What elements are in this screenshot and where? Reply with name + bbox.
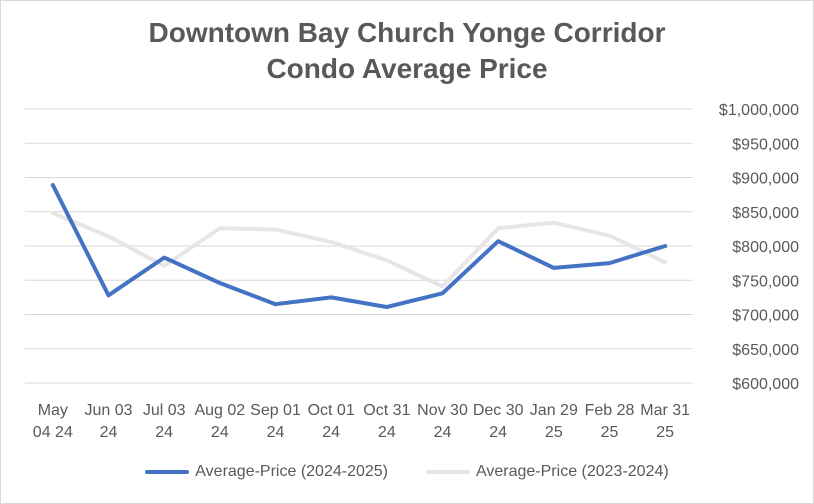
x-tick-label-line: Feb 28	[585, 402, 635, 419]
x-tick-label-line: 24	[155, 424, 173, 441]
x-tick-label-line: Jul 03	[143, 402, 186, 419]
y-tick-label: $850,000	[732, 205, 799, 222]
legend-label-2024-2025: Average-Price (2024-2025)	[195, 463, 388, 480]
y-tick-label: $950,000	[732, 136, 799, 153]
x-tick-label: Dec 30 24	[473, 402, 524, 441]
x-tick-label: Mar 31 25	[640, 402, 690, 441]
legend-item-2024-2025: Average-Price (2024-2025)	[145, 463, 388, 481]
x-tick-label-line: Jan 29	[530, 402, 578, 419]
chart-title-line-1: Downtown Bay Church Yonge Corridor	[148, 17, 666, 48]
x-tick-label: Jul 03 24	[143, 402, 186, 441]
chart-title-line-2: Condo Average Price	[266, 53, 548, 84]
x-tick-label-line: 24	[489, 424, 507, 441]
x-tick-label: Feb 28 25	[585, 402, 635, 441]
x-tick-label-line: 24	[100, 424, 118, 441]
y-tick-label: $700,000	[732, 308, 799, 325]
y-tick-label: $1,000,000	[719, 102, 799, 119]
x-tick-label-line: 25	[656, 424, 674, 441]
x-tick-label-line: May	[38, 402, 68, 419]
chart-title: Downtown Bay Church Yonge Corridor Condo…	[1, 15, 813, 87]
series-line-2024-2025	[50, 183, 668, 309]
x-tick-label-line: 04 24	[33, 424, 73, 441]
legend: Average-Price (2024-2025) Average-Price …	[1, 461, 813, 483]
x-tick-label-line: Dec 30	[473, 402, 524, 419]
x-tick-label-line: 24	[434, 424, 452, 441]
y-tick-label: $800,000	[732, 239, 799, 256]
x-tick-label-line: Oct 31	[363, 402, 410, 419]
x-tick-label-line: 24	[211, 424, 229, 441]
legend-item-2023-2024: Average-Price (2023-2024)	[426, 463, 669, 481]
x-tick-label: May 04 24	[33, 402, 73, 441]
x-tick-label-line: Jun 03	[84, 402, 132, 419]
x-tick-label-line: 24	[267, 424, 285, 441]
legend-swatch-2024-2025	[145, 470, 190, 474]
y-tick-label: $650,000	[732, 342, 799, 359]
x-tick-label-line: 24	[322, 424, 340, 441]
x-tick-label-line: 24	[378, 424, 396, 441]
y-tick-label: $750,000	[732, 273, 799, 290]
x-tick-label-line: 25	[545, 424, 563, 441]
series-line-2023-2024	[50, 211, 668, 289]
x-tick-label-line: Oct 01	[308, 402, 355, 419]
x-tick-label-line: Nov 30	[417, 402, 468, 419]
x-tick-label: Nov 30 24	[417, 402, 468, 441]
x-tick-label: Jun 03 24	[84, 402, 132, 441]
x-tick-label-line: Aug 02	[194, 402, 245, 419]
x-tick-label: Oct 01 24	[308, 402, 355, 441]
x-tick-label: Sep 01 24	[250, 402, 301, 441]
x-tick-label-line: Sep 01	[250, 402, 301, 419]
y-tick-label: $600,000	[732, 376, 799, 393]
legend-swatch-2023-2024	[426, 470, 470, 474]
x-tick-label-line: Mar 31	[640, 402, 690, 419]
legend-label-2023-2024: Average-Price (2023-2024)	[476, 463, 669, 480]
x-tick-label-line: 25	[601, 424, 619, 441]
x-tick-label: Oct 31 24	[363, 402, 410, 441]
y-tick-label: $900,000	[732, 171, 799, 188]
x-tick-label: Jan 29 25	[530, 402, 578, 441]
x-tick-label: Aug 02 24	[194, 402, 245, 441]
